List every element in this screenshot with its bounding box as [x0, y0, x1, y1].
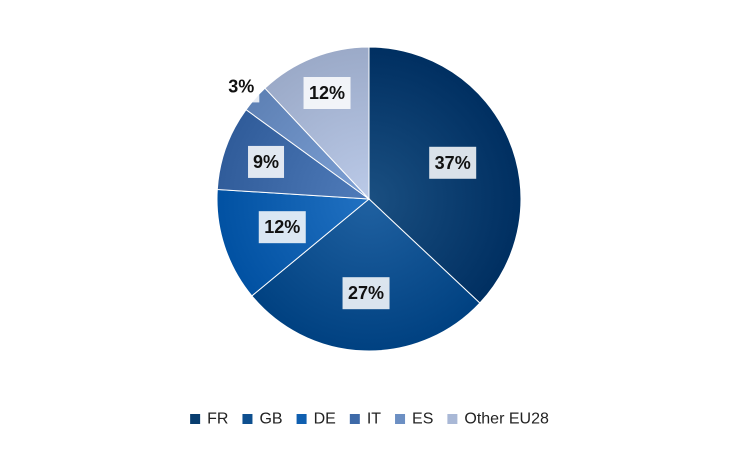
legend-swatch-it	[349, 414, 360, 424]
data-label-other-eu28: 12%	[303, 77, 351, 110]
legend-item-de: DE	[296, 411, 336, 428]
legend-item-other-eu28: Other EU28	[447, 411, 549, 428]
pie-slice-gb	[251, 198, 481, 352]
legend-item-gb: GB	[242, 411, 283, 428]
legend-item-it: IT	[349, 411, 381, 428]
data-label-es: 3%	[223, 70, 260, 103]
data-label-box-es	[223, 70, 260, 103]
legend-swatch-de	[296, 414, 307, 424]
legend-label-es: ES	[412, 411, 433, 428]
legend-item-es: ES	[395, 411, 433, 428]
legend-swatch-other-eu28	[447, 414, 458, 424]
data-label-it: 9%	[248, 145, 285, 178]
legend-item-fr: FR	[190, 411, 228, 428]
data-label-box-de	[258, 211, 306, 244]
data-label-text-gb: 27%	[348, 283, 384, 303]
legend-swatch-fr	[190, 414, 201, 424]
legend-label-fr: FR	[207, 411, 228, 428]
data-label-text-fr: 37%	[435, 153, 471, 173]
data-label-box-fr	[429, 146, 477, 179]
data-label-de: 12%	[258, 211, 306, 244]
legend-swatch-es	[395, 414, 406, 424]
data-label-box-other-eu28	[303, 77, 351, 110]
pie-data-labels: 37% 27% 12% 9% 3% 12%	[223, 70, 477, 310]
data-label-box-it	[248, 145, 285, 178]
data-label-text-de: 12%	[264, 217, 300, 237]
legend-swatch-gb	[242, 414, 253, 424]
legend: FR GB DE IT ES Other EU28	[190, 411, 549, 428]
legend-label-other-eu28: Other EU28	[464, 411, 549, 428]
legend-label-de: DE	[314, 411, 336, 428]
legend-label-gb: GB	[259, 411, 282, 428]
data-label-text-other-eu28: 12%	[309, 83, 345, 103]
legend-label-it: IT	[367, 411, 381, 428]
data-label-box-gb	[342, 277, 390, 310]
data-label-gb: 27%	[342, 277, 390, 310]
data-label-text-it: 9%	[253, 152, 279, 172]
data-label-fr: 37%	[429, 146, 477, 179]
data-label-text-es: 3%	[228, 76, 254, 96]
